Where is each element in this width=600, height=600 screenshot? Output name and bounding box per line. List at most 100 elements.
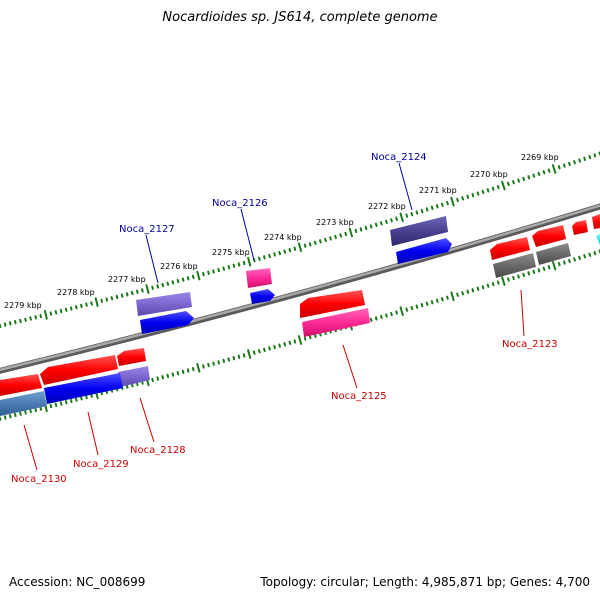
scale-label-2272: 2272 kbp (368, 202, 406, 211)
scale-tick (263, 347, 266, 352)
scale-tick (461, 196, 464, 201)
feature-noca-2129[interactable] (40, 355, 123, 404)
feature-noca-2126[interactable] (246, 268, 275, 304)
scale-tick (537, 268, 541, 273)
scale-tick (405, 213, 409, 218)
scale-tick (420, 208, 424, 214)
scale-tick (471, 193, 475, 198)
scale-tick (242, 260, 246, 266)
callout-line-noca-2127 (145, 234, 159, 284)
callout-line-noca-2129 (87, 411, 99, 456)
scale-tick (64, 307, 68, 312)
feature-noca-2124[interactable] (390, 216, 452, 264)
scale-tick (399, 212, 404, 222)
scale-tick (399, 306, 404, 316)
scale-tick (313, 333, 317, 338)
scale-tick (19, 411, 22, 416)
scale-tick (24, 410, 27, 415)
scale-tick (334, 234, 337, 240)
feature-noca-2125[interactable] (300, 290, 370, 337)
gene-label-noca-2129[interactable]: Noca_2129 (73, 459, 129, 470)
scale-tick (54, 310, 58, 315)
scale-tick (435, 298, 439, 303)
scale-label-2274: 2274 kbp (264, 233, 302, 242)
scale-tick (90, 393, 93, 398)
scale-tick (59, 401, 63, 406)
scale-tick (583, 156, 586, 161)
scale-tick (557, 165, 561, 170)
scale-tick (441, 202, 444, 207)
scale-tick (288, 340, 292, 345)
gene-label-noca-2128[interactable]: Noca_2128 (130, 445, 186, 456)
scale-tick (385, 219, 388, 224)
scale-tick (75, 305, 78, 310)
gene-label-noca-2125[interactable]: Noca_2125 (331, 391, 387, 402)
feature-noca-2127[interactable] (136, 292, 194, 334)
scale-tick (527, 175, 531, 180)
gene-label-noca-2130[interactable]: Noca_2130 (11, 474, 67, 485)
scale-tick (501, 180, 506, 191)
scale-tick (227, 265, 231, 270)
scale-tick (593, 153, 597, 158)
scale-tick (297, 242, 303, 253)
inner-scale-ticks (0, 249, 600, 421)
scale-tick (166, 281, 170, 286)
feature-noca-2130[interactable] (0, 374, 47, 416)
scale-tick (461, 291, 464, 296)
scale-tick (191, 274, 195, 280)
gene-label-noca-2123[interactable]: Noca_2123 (502, 339, 558, 350)
scale-tick (501, 276, 506, 286)
scale-label-2278: 2278 kbp (57, 288, 95, 297)
scale-tick (466, 194, 470, 199)
scale-tick (181, 369, 185, 374)
scale-tick (588, 252, 592, 257)
scale-tick (247, 349, 252, 359)
scale-tick (161, 282, 165, 288)
scale-tick (303, 336, 307, 341)
scale-tick (273, 344, 276, 350)
scale-tick (217, 360, 220, 365)
scale-tick (456, 292, 459, 297)
scale-tick (517, 274, 520, 279)
scale-tick (247, 256, 252, 267)
scale-tick (34, 315, 37, 320)
scale-tick (527, 271, 531, 276)
scale-tick (537, 171, 541, 177)
scale-tick (512, 180, 515, 185)
gene-label-noca-2127[interactable]: Noca_2127 (119, 224, 175, 235)
scale-tick (64, 400, 68, 405)
scale-label-2270: 2270 kbp (470, 170, 508, 179)
scale-tick (568, 161, 571, 167)
scale-tick (278, 343, 281, 348)
gene-label-noca-2124[interactable]: Noca_2124 (371, 152, 427, 163)
gene-label-noca-2126[interactable]: Noca_2126 (212, 198, 268, 209)
scale-tick (278, 250, 281, 256)
scale-tick (476, 286, 480, 291)
feature-noca-2123[interactable] (490, 214, 600, 278)
scale-tick (207, 270, 210, 275)
scale-tick (9, 321, 12, 326)
scale-tick (390, 311, 393, 317)
scale-tick (496, 185, 500, 190)
scale-tick (232, 263, 236, 268)
feature-noca-2128[interactable] (117, 348, 150, 387)
scale-tick (212, 269, 215, 274)
callout-line-noca-2125 (342, 344, 358, 389)
scale-tick (202, 364, 205, 369)
scale-tick (339, 233, 342, 238)
scale-tick (573, 160, 576, 165)
scale-tick (573, 257, 576, 262)
scale-tick (369, 317, 373, 322)
scale-tick (359, 227, 363, 232)
scale-tick (415, 210, 419, 215)
scale-tick (181, 277, 185, 282)
scale-labels: 2279 kbp 2278 kbp 2277 kbp 2276 kbp 2275… (4, 153, 559, 310)
scale-tick (171, 372, 175, 377)
scale-tick (75, 397, 78, 402)
scale-tick (415, 304, 419, 309)
scale-tick (568, 258, 571, 264)
scale-tick (151, 285, 154, 290)
scale-tick (283, 342, 287, 347)
scale-tick (308, 242, 312, 247)
scale-tick (80, 303, 83, 309)
